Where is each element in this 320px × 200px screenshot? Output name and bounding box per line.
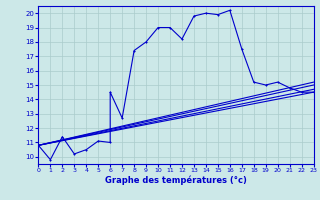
X-axis label: Graphe des températures (°c): Graphe des températures (°c) (105, 176, 247, 185)
